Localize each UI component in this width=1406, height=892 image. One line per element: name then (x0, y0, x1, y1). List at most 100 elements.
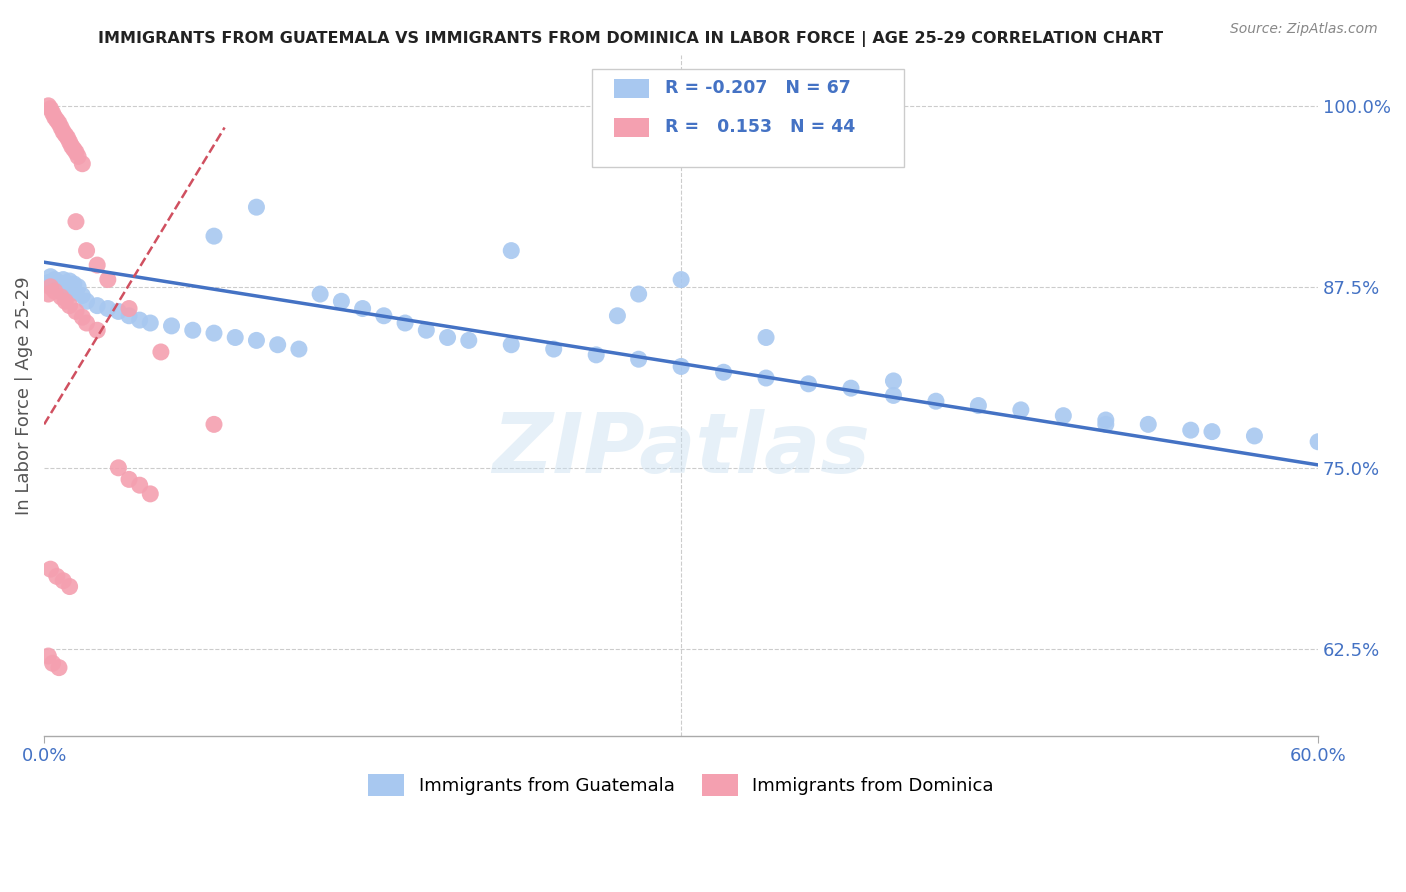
Point (1180, 423, 1202, 437)
Point (60, 139, 83, 153)
Point (436, 330, 458, 344)
Point (501, 337, 523, 351)
Point (41, 278, 63, 293)
FancyBboxPatch shape (592, 69, 904, 168)
Point (627, 287, 650, 301)
Point (585, 348, 607, 362)
Point (1010, 403, 1032, 417)
Point (58, 274, 80, 288)
Point (107, 460, 129, 475)
Point (65, 285, 87, 300)
Point (53, 294, 76, 309)
Point (58, 580, 80, 594)
Point (45, 113, 67, 128)
Point (58, 135, 80, 149)
Point (202, 326, 225, 340)
Point (45, 569, 67, 583)
Point (245, 334, 267, 348)
Text: R =   0.153   N = 44: R = 0.153 N = 44 (665, 119, 855, 136)
Point (52, 272, 75, 286)
Point (44, 272, 66, 286)
Point (669, 272, 692, 286)
Point (139, 316, 162, 330)
Point (1201, 425, 1223, 439)
Point (39, 269, 62, 284)
Point (627, 352, 650, 367)
Point (149, 345, 172, 359)
Point (49, 284, 72, 298)
Point (107, 304, 129, 318)
Point (39, 102, 62, 116)
Point (543, 342, 565, 356)
Point (181, 323, 204, 337)
Point (288, 342, 311, 356)
Point (967, 399, 990, 413)
Point (309, 287, 332, 301)
Point (72, 310, 94, 325)
Point (86, 299, 108, 313)
Point (118, 472, 141, 486)
Point (1308, 434, 1330, 449)
Point (266, 337, 288, 351)
Point (128, 313, 150, 327)
Text: ZIPatlas: ZIPatlas (492, 409, 870, 491)
Text: IMMIGRANTS FROM GUATEMALA VS IMMIGRANTS FROM DOMINICA IN LABOR FORCE | AGE 25-29: IMMIGRANTS FROM GUATEMALA VS IMMIGRANTS … (98, 31, 1164, 47)
Point (202, 229, 225, 244)
Point (882, 374, 904, 388)
Point (925, 394, 948, 409)
Point (65, 304, 87, 318)
Point (48, 660, 70, 674)
Point (373, 309, 395, 323)
Point (1094, 417, 1116, 432)
Point (1094, 413, 1116, 427)
Point (330, 294, 353, 309)
Point (415, 323, 437, 337)
Point (76, 294, 98, 309)
Point (1137, 417, 1160, 432)
FancyBboxPatch shape (613, 118, 650, 136)
Legend: Immigrants from Guatemala, Immigrants from Dominica: Immigrants from Guatemala, Immigrants fr… (360, 764, 1002, 805)
Point (97, 301, 120, 316)
FancyBboxPatch shape (613, 79, 650, 98)
Point (394, 316, 416, 330)
Point (44, 111, 66, 125)
Point (72, 288, 94, 302)
Point (86, 258, 108, 272)
Point (76, 316, 98, 330)
Point (224, 330, 246, 344)
Point (49, 120, 72, 135)
Point (118, 301, 141, 316)
Text: Source: ZipAtlas.com: Source: ZipAtlas.com (1230, 22, 1378, 37)
Point (37, 648, 59, 663)
Point (202, 417, 225, 432)
Point (45, 280, 67, 294)
Point (67, 280, 90, 294)
Point (352, 301, 374, 316)
Point (86, 323, 108, 337)
Point (37, 287, 59, 301)
Point (67, 149, 90, 163)
Point (501, 244, 523, 258)
Point (457, 334, 479, 348)
Point (49, 290, 72, 304)
Point (97, 272, 120, 286)
Point (37, 276, 59, 290)
Point (839, 381, 862, 395)
Point (72, 157, 94, 171)
Text: R = -0.207   N = 67: R = -0.207 N = 67 (665, 79, 851, 97)
Point (41, 106, 63, 120)
Point (160, 318, 183, 333)
Point (139, 487, 162, 501)
Point (882, 388, 904, 402)
Y-axis label: In Labor Force | Age 25-29: In Labor Force | Age 25-29 (15, 277, 32, 515)
Point (118, 309, 141, 323)
Point (48, 276, 70, 290)
Point (41, 657, 63, 671)
Point (755, 371, 778, 385)
Point (48, 116, 70, 130)
Point (56, 281, 79, 295)
Point (65, 214, 87, 228)
Point (53, 278, 76, 293)
Point (39, 562, 62, 576)
Point (63, 142, 86, 156)
